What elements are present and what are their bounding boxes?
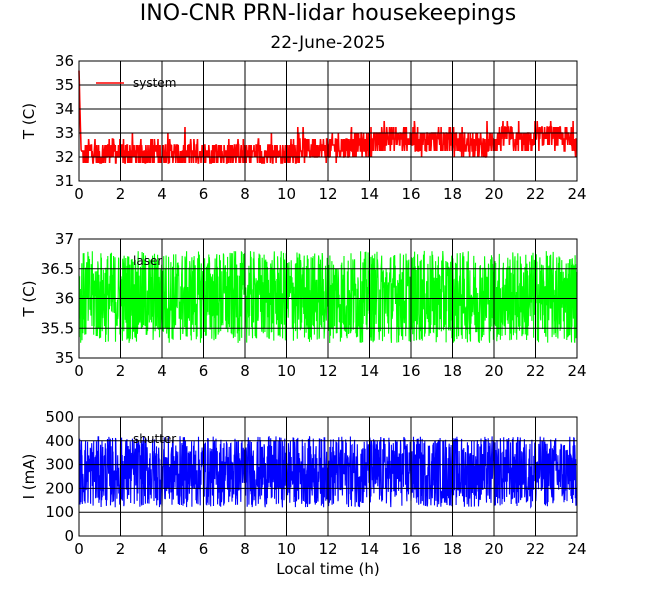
x-tick-label: 10 bbox=[277, 362, 296, 380]
x-tick-label: 24 bbox=[567, 185, 586, 203]
y-tick-label: 36.5 bbox=[41, 260, 74, 278]
x-tick-label: 0 bbox=[74, 185, 84, 203]
x-tick-label: 22 bbox=[526, 362, 545, 380]
plot-frame bbox=[78, 416, 578, 537]
legend-label: laser bbox=[133, 254, 162, 268]
y-tick-label: 31 bbox=[55, 172, 74, 190]
x-tick-label: 0 bbox=[74, 540, 84, 558]
x-tick-label: 6 bbox=[199, 185, 209, 203]
y-tick-label: 36 bbox=[55, 290, 74, 308]
y-tick-label: 33 bbox=[55, 124, 74, 142]
x-tick-label: 12 bbox=[318, 185, 337, 203]
x-tick-label: 4 bbox=[157, 540, 167, 558]
y-axis-label: I (mA) bbox=[20, 454, 38, 500]
x-tick-label: 8 bbox=[240, 185, 250, 203]
y-tick-label: 100 bbox=[45, 503, 74, 521]
y-tick-label: 0 bbox=[64, 527, 74, 545]
y-tick-label: 400 bbox=[45, 432, 74, 450]
y-tick-label: 35 bbox=[55, 76, 74, 94]
x-tick-label: 24 bbox=[567, 540, 586, 558]
y-tick-label: 37 bbox=[55, 230, 74, 248]
x-tick-label: 24 bbox=[567, 362, 586, 380]
y-tick-label: 200 bbox=[45, 479, 74, 497]
figure-subtitle: 22-June-2025 bbox=[270, 33, 385, 53]
y-tick-label: 32 bbox=[55, 148, 74, 166]
x-tick-label: 14 bbox=[360, 362, 379, 380]
plot-frame bbox=[78, 238, 578, 359]
x-tick-label: 6 bbox=[199, 540, 209, 558]
x-tick-label: 20 bbox=[484, 185, 503, 203]
x-tick-label: 20 bbox=[484, 540, 503, 558]
x-tick-label: 2 bbox=[116, 185, 126, 203]
x-tick-label: 18 bbox=[443, 540, 462, 558]
y-tick-label: 500 bbox=[45, 408, 74, 426]
x-tick-label: 10 bbox=[277, 185, 296, 203]
x-tick-label: 4 bbox=[157, 362, 167, 380]
x-tick-label: 12 bbox=[318, 362, 337, 380]
figure-title: INO-CNR PRN-lidar housekeepings bbox=[140, 1, 516, 26]
x-tick-label: 2 bbox=[116, 540, 126, 558]
x-tick-label: 10 bbox=[277, 540, 296, 558]
y-tick-label: 300 bbox=[45, 456, 74, 474]
x-tick-label: 2 bbox=[116, 362, 126, 380]
x-tick-label: 22 bbox=[526, 540, 545, 558]
y-tick-label: 36 bbox=[55, 52, 74, 70]
x-tick-label: 18 bbox=[443, 185, 462, 203]
x-tick-label: 6 bbox=[199, 362, 209, 380]
x-tick-label: 12 bbox=[318, 540, 337, 558]
plot-frame bbox=[78, 60, 578, 182]
y-tick-label: 35 bbox=[55, 349, 74, 367]
x-axis-label: Local time (h) bbox=[276, 560, 380, 578]
legend-label: shutter bbox=[133, 432, 176, 446]
x-tick-label: 22 bbox=[526, 185, 545, 203]
y-axis-label: T (C) bbox=[20, 280, 38, 317]
x-tick-label: 16 bbox=[401, 362, 420, 380]
y-axis-label: T (C) bbox=[20, 103, 38, 140]
x-tick-label: 16 bbox=[401, 540, 420, 558]
y-tick-label: 34 bbox=[55, 100, 74, 118]
x-tick-label: 20 bbox=[484, 362, 503, 380]
x-tick-label: 8 bbox=[240, 362, 250, 380]
x-tick-label: 14 bbox=[360, 185, 379, 203]
legend-label: system bbox=[133, 76, 176, 90]
x-tick-label: 16 bbox=[401, 185, 420, 203]
x-tick-label: 4 bbox=[157, 185, 167, 203]
x-tick-label: 14 bbox=[360, 540, 379, 558]
x-tick-label: 8 bbox=[240, 540, 250, 558]
x-tick-label: 18 bbox=[443, 362, 462, 380]
x-tick-label: 0 bbox=[74, 362, 84, 380]
y-tick-label: 35.5 bbox=[41, 319, 74, 337]
